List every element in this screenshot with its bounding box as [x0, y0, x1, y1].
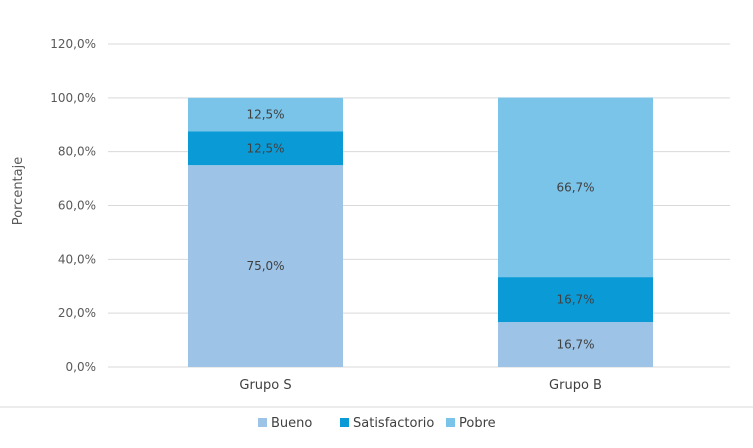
data-label: 66,7%	[556, 180, 594, 194]
bar-segment-bueno	[188, 165, 343, 367]
data-label: 16,7%	[556, 293, 594, 307]
y-tick-label: 20,0%	[58, 306, 96, 320]
data-label: 12,5%	[246, 141, 284, 155]
bar-segment-pobre	[498, 97, 653, 278]
legend-swatch	[258, 418, 267, 427]
data-label: 12,5%	[246, 108, 284, 122]
legend-swatch	[446, 418, 455, 427]
y-tick-label: 40,0%	[58, 252, 96, 266]
y-axis-ticks: 0,0% 20,0% 40,0% 60,0% 80,0% 100,0% 120,0%	[50, 37, 96, 374]
y-tick-label: 60,0%	[58, 199, 96, 213]
bar-segment-satisfactorio	[188, 131, 343, 166]
bars	[188, 97, 653, 367]
x-category-label: Grupo B	[549, 378, 602, 393]
legend-swatch	[340, 418, 349, 427]
bar-segment-satisfactorio	[498, 277, 653, 323]
data-label: 16,7%	[556, 338, 594, 352]
legend-label: Bueno	[271, 416, 312, 431]
y-tick-label: 120,0%	[50, 37, 96, 51]
y-tick-label: 100,0%	[50, 91, 96, 105]
x-category-label: Grupo S	[239, 378, 291, 393]
y-tick-label: 80,0%	[58, 145, 96, 159]
bar-segment-pobre	[188, 97, 343, 132]
y-axis-label: Porcentaje	[11, 157, 26, 225]
y-tick-label: 0,0%	[66, 360, 97, 374]
data-labels: 75,0% 12,5% 12,5% 16,7% 16,7% 66,7%	[246, 108, 594, 352]
data-label: 75,0%	[246, 259, 284, 273]
bar-segment-bueno	[498, 322, 653, 367]
legend: Bueno Satisfactorio Pobre	[258, 416, 496, 431]
x-axis-categories: Grupo S Grupo B	[239, 378, 602, 393]
legend-label: Satisfactorio	[353, 416, 434, 431]
legend-label: Pobre	[459, 416, 496, 431]
